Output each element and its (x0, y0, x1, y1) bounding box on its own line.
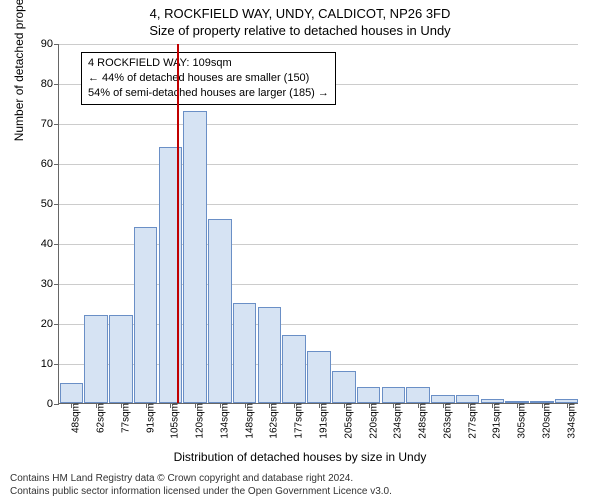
y-tick-label: 20 (41, 318, 59, 330)
histogram-bar (406, 387, 430, 403)
histogram-bar (282, 335, 306, 403)
y-axis-label: Number of detached properties (12, 0, 26, 141)
x-tick-label: 91sqm (143, 403, 156, 433)
y-tick-label: 30 (41, 278, 59, 290)
footer-line2: Contains public sector information licen… (10, 485, 600, 498)
title-main: 4, ROCKFIELD WAY, UNDY, CALDICOT, NP26 3… (0, 0, 600, 21)
annotation-line1: 4 ROCKFIELD WAY: 109sqm (88, 56, 329, 71)
x-tick-label: 62sqm (94, 403, 107, 433)
y-tick-label: 80 (41, 78, 59, 90)
x-tick-label: 234sqm (391, 403, 404, 439)
y-tick-label: 60 (41, 158, 59, 170)
histogram-bar (109, 315, 133, 403)
x-tick-label: 120sqm (193, 403, 206, 439)
x-tick-label: 48sqm (69, 403, 82, 433)
title-sub: Size of property relative to detached ho… (0, 21, 600, 38)
y-tick-label: 50 (41, 198, 59, 210)
annotation-line2: ← 44% of detached houses are smaller (15… (88, 71, 329, 86)
x-tick-label: 248sqm (416, 403, 429, 439)
histogram-bar (332, 371, 356, 403)
y-tick-label: 90 (41, 38, 59, 50)
x-tick-label: 277sqm (465, 403, 478, 439)
histogram-bar (84, 315, 108, 403)
x-tick-label: 105sqm (168, 403, 181, 439)
chart-plot-area: 4 ROCKFIELD WAY: 109sqm ← 44% of detache… (58, 44, 578, 404)
histogram-bar (183, 111, 207, 403)
y-tick-label: 0 (47, 398, 59, 410)
footer-line1: Contains HM Land Registry data © Crown c… (10, 472, 600, 485)
x-tick-label: 191sqm (317, 403, 330, 439)
y-tick-label: 70 (41, 118, 59, 130)
marker-line (177, 44, 179, 403)
histogram-bar (134, 227, 158, 403)
y-tick-label: 10 (41, 358, 59, 370)
x-axis-label: Distribution of detached houses by size … (0, 450, 600, 464)
histogram-bar (307, 351, 331, 403)
x-tick-label: 77sqm (118, 403, 131, 433)
footer: Contains HM Land Registry data © Crown c… (0, 472, 600, 498)
x-tick-label: 177sqm (292, 403, 305, 439)
y-tick-label: 40 (41, 238, 59, 250)
histogram-bar (60, 383, 84, 403)
x-tick-label: 320sqm (539, 403, 552, 439)
x-tick-label: 162sqm (267, 403, 280, 439)
x-tick-label: 205sqm (341, 403, 354, 439)
x-tick-label: 334sqm (564, 403, 577, 439)
histogram-bar (258, 307, 282, 403)
annotation-line3: 54% of semi-detached houses are larger (… (88, 86, 329, 101)
annotation-box: 4 ROCKFIELD WAY: 109sqm ← 44% of detache… (81, 52, 336, 105)
x-tick-label: 263sqm (440, 403, 453, 439)
histogram-bar (382, 387, 406, 403)
x-tick-label: 305sqm (515, 403, 528, 439)
x-tick-label: 134sqm (217, 403, 230, 439)
histogram-bar (208, 219, 232, 403)
x-tick-label: 291sqm (490, 403, 503, 439)
histogram-bar (456, 395, 480, 403)
histogram-bar (357, 387, 381, 403)
chart-container: 4, ROCKFIELD WAY, UNDY, CALDICOT, NP26 3… (0, 0, 600, 500)
histogram-bar (431, 395, 455, 403)
x-tick-label: 148sqm (242, 403, 255, 439)
histogram-bar (233, 303, 257, 403)
x-tick-label: 220sqm (366, 403, 379, 439)
